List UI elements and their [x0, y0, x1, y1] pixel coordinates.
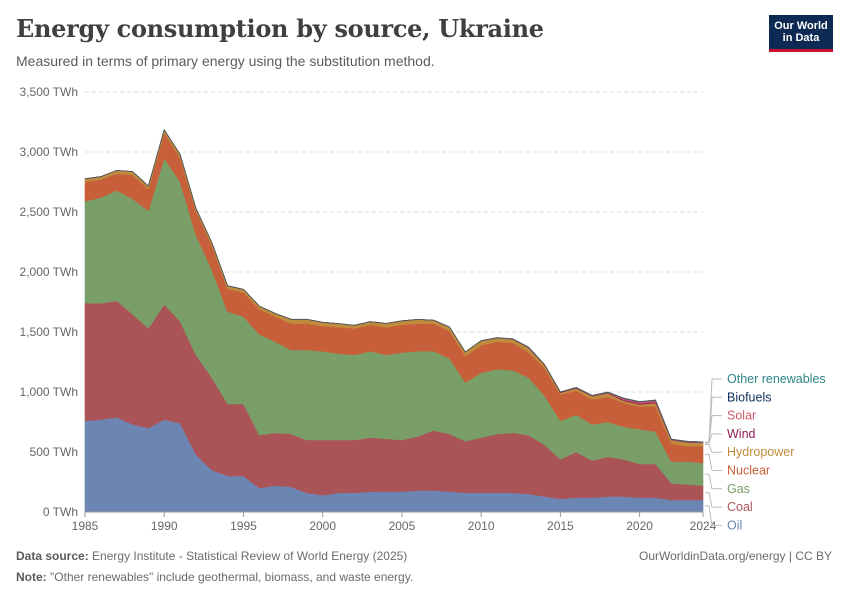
- x-tick-label: 1995: [230, 519, 257, 533]
- logo-line-2: in Data: [782, 32, 820, 44]
- legend-connector: [705, 415, 722, 443]
- x-tick-label: 2015: [547, 519, 574, 533]
- legend-connector: [705, 433, 722, 444]
- x-tick-label: 1985: [72, 519, 99, 533]
- legend-hydropower[interactable]: Hydropower: [727, 445, 794, 459]
- data-source-text[interactable]: Energy Institute - Statistical Review of…: [92, 549, 408, 563]
- legend-connector: [705, 453, 722, 471]
- legend-connector: [705, 378, 722, 443]
- legend-wind[interactable]: Wind: [727, 427, 756, 441]
- y-tick-label: 1,000 TWh: [20, 385, 78, 399]
- legend-coal[interactable]: Coal: [727, 500, 753, 514]
- legend-connector: [705, 396, 722, 443]
- x-tick-label: 2000: [309, 519, 336, 533]
- legend-other-renewables[interactable]: Other renewables: [727, 372, 826, 386]
- legend-connector: [705, 444, 722, 453]
- chart-note: Note: "Other renewables" include geother…: [16, 570, 413, 584]
- legend-connector: [705, 505, 722, 526]
- x-tick-label: 2005: [389, 519, 416, 533]
- legend-solar[interactable]: Solar: [727, 409, 756, 423]
- y-tick-label: 1,500 TWh: [20, 325, 78, 339]
- legend-connector: [705, 473, 722, 490]
- x-tick-label: 1990: [151, 519, 178, 533]
- x-tick-label: 2010: [468, 519, 495, 533]
- owid-logo[interactable]: Our World in Data: [769, 15, 833, 52]
- y-tick-label: 2,500 TWh: [20, 205, 78, 219]
- credit-link[interactable]: OurWorldinData.org/energy | CC BY: [639, 549, 832, 563]
- y-tick-label: 0 TWh: [43, 505, 78, 519]
- y-tick-label: 2,000 TWh: [20, 265, 78, 279]
- y-tick-label: 500 TWh: [30, 445, 78, 459]
- y-tick-label: 3,000 TWh: [20, 145, 78, 159]
- logo-line-1: Our World: [774, 20, 828, 32]
- legend-gas[interactable]: Gas: [727, 482, 750, 496]
- chart-title: Energy consumption by source, Ukraine: [16, 14, 544, 43]
- chart-subtitle: Measured in terms of primary energy usin…: [16, 53, 435, 69]
- x-tick-label: 2020: [626, 519, 653, 533]
- y-tick-label: 3,500 TWh: [20, 85, 78, 99]
- note-label: Note:: [16, 570, 47, 584]
- legend-biofuels[interactable]: Biofuels: [727, 390, 771, 404]
- total-outline: [84, 128, 704, 443]
- note-text: "Other renewables" include geothermal, b…: [50, 570, 414, 584]
- data-source: Data source: Energy Institute - Statisti…: [16, 549, 407, 563]
- data-source-label: Data source:: [16, 549, 89, 563]
- legend-nuclear[interactable]: Nuclear: [727, 464, 770, 478]
- legend-oil[interactable]: Oil: [727, 518, 742, 532]
- x-tick-label: 2024: [690, 519, 717, 533]
- legend-connector: [705, 492, 722, 508]
